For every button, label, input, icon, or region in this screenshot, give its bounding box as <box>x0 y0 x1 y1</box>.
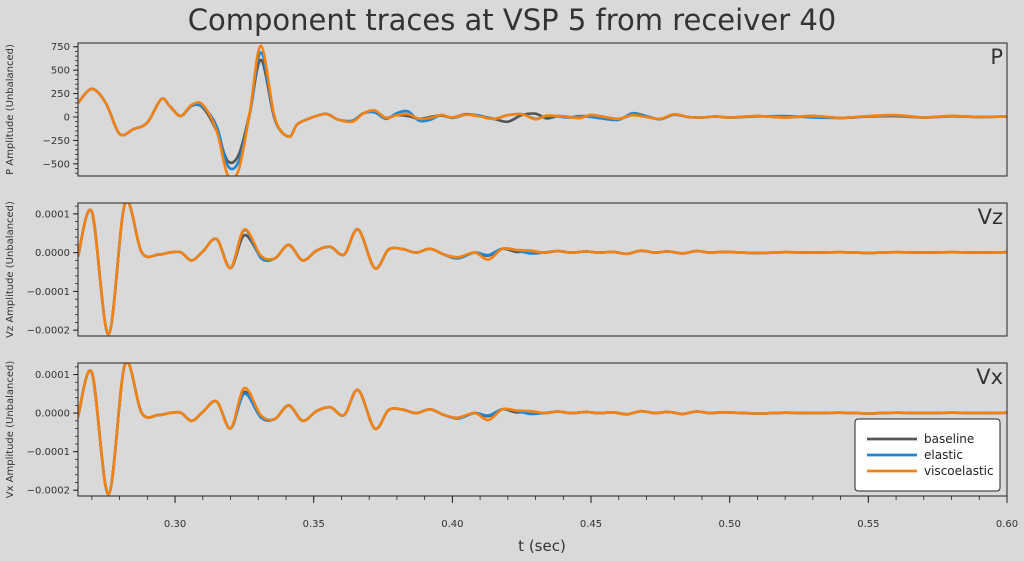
y-tick-label: 0.0001 <box>35 370 70 381</box>
panel-corner-label: Vz <box>978 205 1003 229</box>
y-tick-label: −250 <box>43 136 70 147</box>
x-tick-label: 0.40 <box>441 519 463 530</box>
series-viscoelastic-line <box>78 203 1007 336</box>
legend-box <box>854 418 1001 492</box>
y-axis-label: Vz Amplitude (Unbalanced) <box>5 201 16 338</box>
legend: baseline elastic viscoelastic <box>854 418 1001 492</box>
panel-corner-label: P <box>990 45 1003 69</box>
y-tick-label: 250 <box>51 89 70 100</box>
y-tick-label: −0.0002 <box>27 486 70 497</box>
x-tick-label: 0.45 <box>580 519 602 530</box>
y-axis-label: Vx Amplitude (Unbalanced) <box>5 361 16 499</box>
panel-frame <box>77 42 1008 177</box>
y-tick-label: 500 <box>51 66 70 77</box>
x-axis: 0.30 0.35 0.40 0.45 0.50 0.55 0.60 <box>91 496 1018 530</box>
series-viscoelastic-line <box>78 363 1007 496</box>
panel-vz: 0.0001 0.0000 −0.0001 −0.0002 Vz Amplitude (… <box>5 201 1008 338</box>
panel-area <box>78 203 1007 336</box>
series-viscoelastic-line <box>78 44 1007 176</box>
x-tick-label: 0.60 <box>996 519 1018 530</box>
y-tick-label: 0.0000 <box>35 248 70 259</box>
y-tick-label: −0.0002 <box>27 326 70 337</box>
panels-group: 750 500 250 0 −250 −500 P Amplitude (Unbalance… <box>5 42 1018 530</box>
chart-title: Component traces at VSP 5 from receiver … <box>188 3 836 37</box>
legend-label-baseline: baseline <box>924 432 974 446</box>
panel-area <box>78 43 1007 176</box>
panel-area <box>78 363 1007 496</box>
y-tick-label: −0.0001 <box>27 287 70 298</box>
y-tick-label: 0.0000 <box>35 409 70 420</box>
y-tick-label: 0 <box>64 112 70 123</box>
x-tick-label: 0.35 <box>303 519 325 530</box>
x-tick-label: 0.30 <box>164 519 186 530</box>
y-tick-label: −500 <box>43 159 70 170</box>
panel-p: 750 500 250 0 −250 −500 P Amplitude (Unbalance… <box>5 42 1008 177</box>
panel-frame <box>77 202 1008 337</box>
legend-label-viscoelastic: viscoelastic <box>924 464 994 478</box>
x-tick-label: 0.55 <box>857 519 879 530</box>
y-tick-label: −0.0001 <box>27 447 70 458</box>
panel-vx: 0.0001 0.0000 −0.0001 −0.0002 Vx Amplitude (… <box>5 361 1008 499</box>
x-tick-label: 0.50 <box>719 519 741 530</box>
panel-frame <box>77 362 1008 497</box>
y-tick-label: 750 <box>51 42 70 53</box>
y-axis-label: P Amplitude (Unbalanced) <box>5 44 16 175</box>
panel-corner-label: Vx <box>976 365 1003 389</box>
x-axis-label: t (sec) <box>518 537 566 555</box>
legend-label-elastic: elastic <box>924 448 963 462</box>
y-tick-label: 0.0001 <box>35 209 70 220</box>
